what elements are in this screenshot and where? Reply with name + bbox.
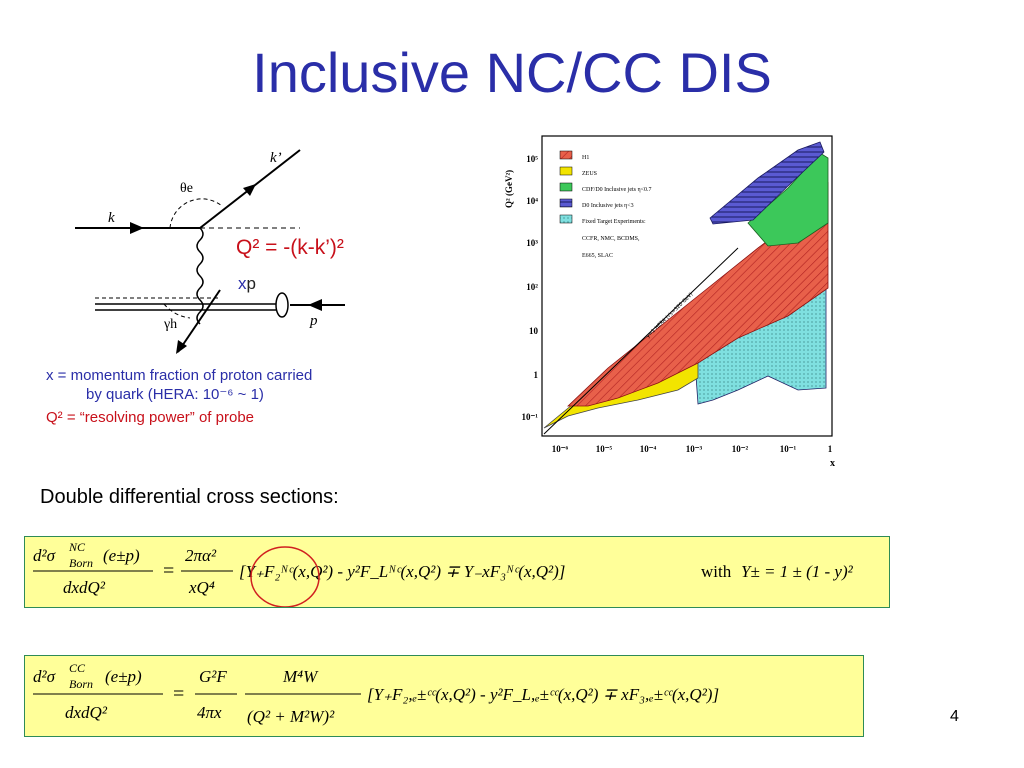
y-tick-1e5: 10⁵ <box>526 154 538 164</box>
cc-prop-den: (Q² + M²W)² <box>247 707 335 726</box>
h1-region <box>566 181 829 407</box>
xp-label: xp <box>238 274 256 294</box>
dis-feynman-diagram: k k’ θe p γh <box>75 149 345 354</box>
q2-note: Q² = “resolving power” of probe <box>46 409 255 426</box>
page-number: 4 <box>950 708 959 725</box>
y1-hera-line <box>543 247 739 435</box>
cc-lhs-sup: CC <box>69 661 86 675</box>
gamma-arc <box>163 303 191 319</box>
legend-fixed-swatch <box>559 214 573 224</box>
nc-y-def: Y± = 1 ± (1 - y)² <box>741 562 854 581</box>
y-tick-1e-1: 10⁻¹ <box>522 412 539 422</box>
label-gamma: γh <box>163 317 177 332</box>
cdf-region <box>747 152 829 247</box>
q2-definition: Q² = -(k-k’)² <box>236 236 344 259</box>
nc-cross-section-equation: d²σ NC Born (e±p) dxdQ² = 2πα² xQ⁴ [Y₊F₂… <box>24 536 890 608</box>
legend-fixed: Fixed Target Experiments: <box>582 219 646 225</box>
incoming-arrow <box>130 222 144 234</box>
x-tick-1e-1: 10⁻¹ <box>780 444 797 454</box>
x-tick-1e-3: 10⁻³ <box>686 444 703 454</box>
legend-cdf-swatch <box>559 182 573 192</box>
cc-pref-den: 4πx <box>197 703 222 722</box>
y-axis-label: Q² (GeV²) <box>504 170 514 208</box>
cc-equation-svg: d²σ CC Born (e±p) dxdQ² = G²F 4πx M⁴W (Q… <box>33 661 719 726</box>
nc-pref-num: 2πα² <box>185 546 217 565</box>
outgoing-arrow <box>243 184 256 196</box>
y-tick-10: 10 <box>529 326 539 336</box>
nc-lhs-arg: (e±p) <box>103 546 140 565</box>
label-p: p <box>309 313 318 329</box>
nc-lhs-sup: NC <box>68 540 86 554</box>
legend-h1: H1 <box>582 155 589 161</box>
y-tick-1: 1 <box>534 370 539 380</box>
legend-d0-swatch <box>559 198 573 208</box>
nc-with: with <box>701 562 732 581</box>
svg-text:=: = <box>163 560 174 582</box>
svg-text:=: = <box>173 683 184 705</box>
y-tick-1e4: 10⁴ <box>526 196 538 206</box>
nc-lhs-sub: Born <box>69 556 93 570</box>
theta-arc <box>169 198 223 229</box>
proton-blob <box>275 292 289 318</box>
cc-lhs-num: d²σ <box>33 667 56 686</box>
x-tick-1e-4: 10⁻⁴ <box>640 444 657 454</box>
x-tick-1e-6: 10⁻⁶ <box>552 444 569 454</box>
x-tick-1: 1 <box>828 444 833 454</box>
xp-x: x <box>238 274 247 293</box>
nc-lhs-num: d²σ <box>33 546 56 565</box>
cc-prop-num: M⁴W <box>282 667 319 686</box>
nc-equation-svg: d²σ NC Born (e±p) dxdQ² = 2πα² xQ⁴ [Y₊F₂… <box>33 540 854 608</box>
struck-quark-line <box>177 289 221 353</box>
x-definition-line1: x = momentum fraction of proton carried <box>46 367 313 384</box>
cc-lhs-den: dxdQ² <box>65 703 108 722</box>
x-definition-line2: by quark (HERA: 10⁻⁶ ~ 1) <box>86 386 264 403</box>
legend-d0: D0 Inclusive jets η<3 <box>582 203 634 209</box>
cc-pref-num: G²F <box>199 667 227 686</box>
legend-fixed-exp1: CCFR, NMC, BCDMS, <box>582 236 640 242</box>
nc-body: [Y₊F₂ᴺᶜ(x,Q²) - y²F_Lᴺᶜ(x,Q²) ∓ Y₋xF₃ᴺᶜ(… <box>239 562 565 581</box>
d0-region <box>709 141 825 225</box>
x-tick-1e-2: 10⁻² <box>732 444 749 454</box>
label-kprime: k’ <box>270 150 282 166</box>
nc-pref-den: xQ⁴ <box>188 578 215 597</box>
label-theta: θe <box>180 181 193 196</box>
legend-h1-swatch <box>559 150 573 160</box>
kinematic-plane-plot: y=1 HERA (√s=320 GeV) H1 ZEUS CDF/D0 Inc… <box>504 135 835 469</box>
proton-arrow <box>308 299 322 311</box>
x-tick-1e-5: 10⁻⁵ <box>596 444 613 454</box>
cc-lhs-sub: Born <box>69 677 93 691</box>
xp-p: p <box>246 274 256 293</box>
cross-section-heading: Double differential cross sections: <box>40 486 339 508</box>
x-axis-label: x <box>830 458 835 469</box>
legend-cdf: CDF/D0 Inclusive jets η<0.7 <box>582 187 652 193</box>
nc-lhs-den: dxdQ² <box>63 578 106 597</box>
y-tick-1e2: 10² <box>526 282 538 292</box>
cc-lhs-arg: (e±p) <box>105 667 142 686</box>
cc-cross-section-equation: d²σ CC Born (e±p) dxdQ² = G²F 4πx M⁴W (Q… <box>24 655 864 737</box>
cc-body: [Y₊F₂,ₑ±ᶜᶜ(x,Q²) - y²F_L,ₑ±ᶜᶜ(x,Q²) ∓ xF… <box>367 685 719 704</box>
legend-zeus: ZEUS <box>582 171 597 177</box>
legend-zeus-swatch <box>559 166 573 176</box>
slide-title: Inclusive NC/CC DIS <box>252 41 772 104</box>
x-definition: x = momentum fraction of proton carried … <box>46 366 312 404</box>
y-tick-1e3: 10³ <box>526 238 538 248</box>
label-k: k <box>108 210 115 226</box>
photon-line <box>196 227 204 325</box>
legend-fixed-exp2: E665, SLAC <box>582 253 613 259</box>
